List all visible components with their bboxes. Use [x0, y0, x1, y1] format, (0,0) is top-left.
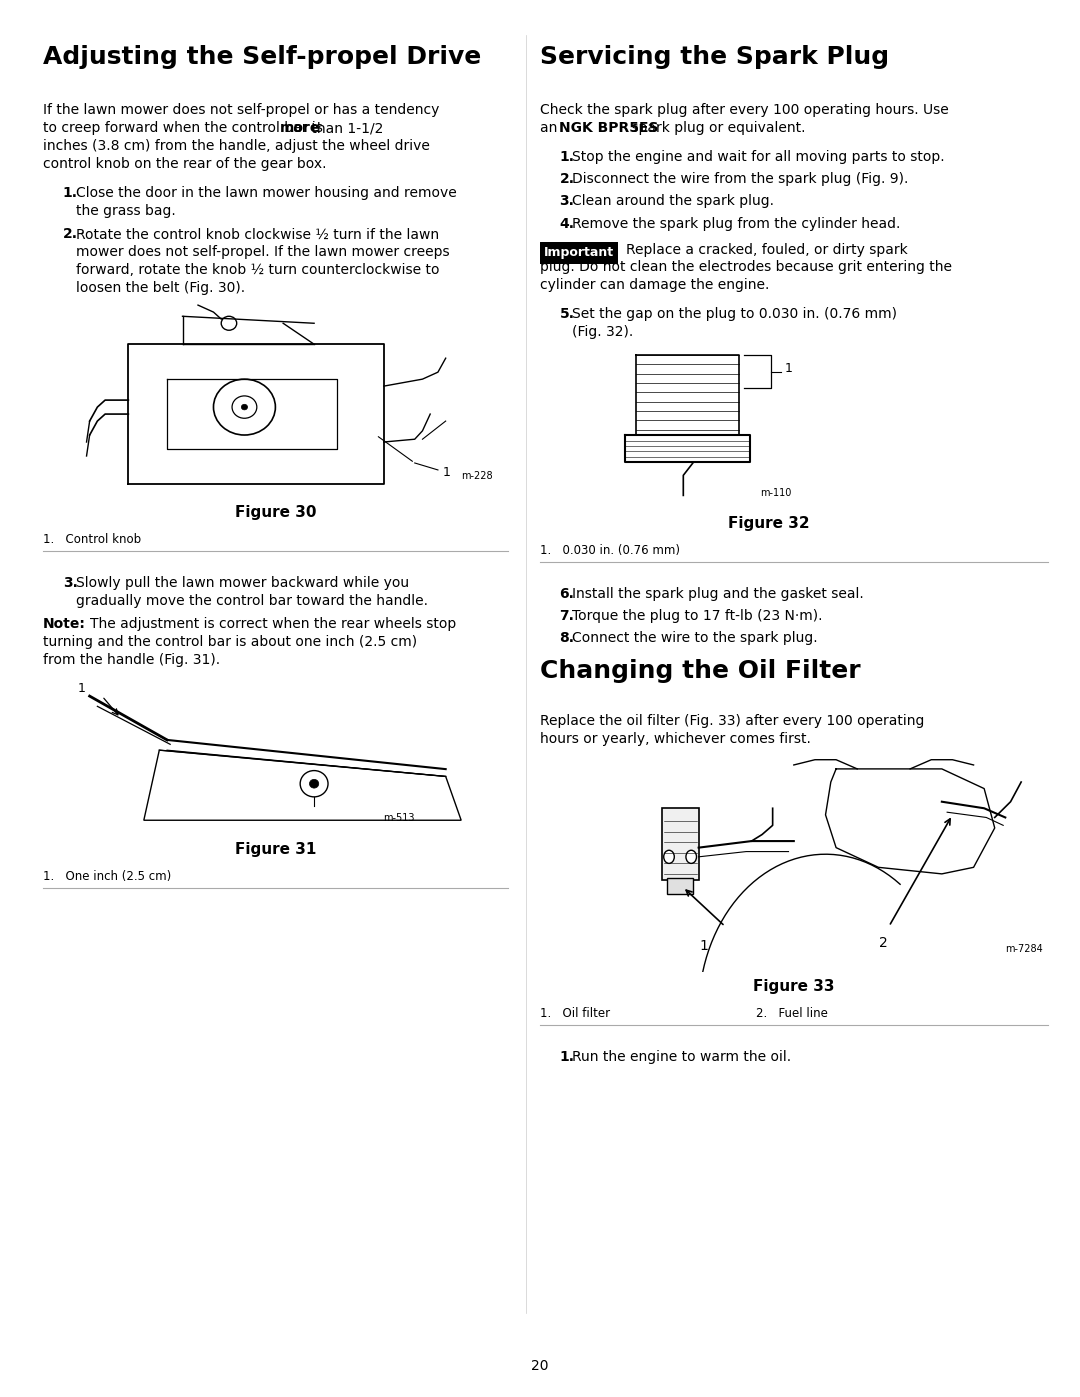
- Text: 1.   0.030 in. (0.76 mm): 1. 0.030 in. (0.76 mm): [540, 543, 680, 557]
- Text: The adjustment is correct when the rear wheels stop: The adjustment is correct when the rear …: [90, 617, 456, 631]
- Text: Set the gap on the plug to 0.030 in. (0.76 mm): Set the gap on the plug to 0.030 in. (0.…: [572, 307, 897, 321]
- Text: Figure 31: Figure 31: [234, 842, 316, 856]
- Text: Close the door in the lawn mower housing and remove: Close the door in the lawn mower housing…: [76, 186, 457, 200]
- Text: 20: 20: [531, 1359, 549, 1373]
- Text: mower does not self-propel. If the lawn mower creeps: mower does not self-propel. If the lawn …: [76, 246, 449, 260]
- Text: 8.: 8.: [559, 631, 575, 645]
- Text: Connect the wire to the spark plug.: Connect the wire to the spark plug.: [572, 631, 818, 645]
- Text: Servicing the Spark Plug: Servicing the Spark Plug: [540, 45, 889, 68]
- Text: Disconnect the wire from the spark plug (Fig. 9).: Disconnect the wire from the spark plug …: [572, 172, 908, 186]
- Text: m-228: m-228: [461, 471, 492, 481]
- Text: to creep forward when the control bar is: to creep forward when the control bar is: [43, 122, 327, 136]
- Text: more: more: [280, 122, 321, 136]
- Circle shape: [664, 851, 674, 863]
- Text: Figure 33: Figure 33: [753, 979, 835, 995]
- Text: plug. Do not clean the electrodes because grit entering the: plug. Do not clean the electrodes becaus…: [540, 260, 951, 274]
- Text: 2.   Fuel line: 2. Fuel line: [756, 1007, 828, 1020]
- Text: Adjusting the Self-propel Drive: Adjusting the Self-propel Drive: [43, 45, 482, 68]
- Circle shape: [686, 851, 697, 863]
- Text: 4.: 4.: [559, 217, 575, 231]
- Text: Replace the oil filter (Fig. 33) after every 100 operating: Replace the oil filter (Fig. 33) after e…: [540, 714, 924, 728]
- Text: Remove the spark plug from the cylinder head.: Remove the spark plug from the cylinder …: [572, 217, 901, 231]
- Text: 1.: 1.: [63, 186, 78, 200]
- Bar: [662, 809, 699, 880]
- Text: 2.: 2.: [559, 172, 575, 186]
- Text: Install the spark plug and the gasket seal.: Install the spark plug and the gasket se…: [572, 587, 864, 601]
- Text: 1: 1: [443, 467, 450, 479]
- Text: NGK BPR5ES: NGK BPR5ES: [559, 122, 659, 136]
- Text: Changing the Oil Filter: Changing the Oil Filter: [540, 658, 861, 683]
- Text: forward, rotate the knob ½ turn counterclockwise to: forward, rotate the knob ½ turn counterc…: [76, 263, 440, 277]
- Text: an: an: [540, 122, 562, 136]
- Text: 1: 1: [78, 682, 85, 696]
- Bar: [667, 877, 693, 894]
- Text: Replace a cracked, fouled, or dirty spark: Replace a cracked, fouled, or dirty spar…: [626, 243, 908, 257]
- Text: Torque the plug to 17 ft-lb (23 N·m).: Torque the plug to 17 ft-lb (23 N·m).: [572, 609, 823, 623]
- Text: than 1-1/2: than 1-1/2: [308, 122, 383, 136]
- Text: 1.   Oil filter: 1. Oil filter: [540, 1007, 610, 1020]
- Text: 1.: 1.: [559, 151, 575, 165]
- Text: 3.: 3.: [559, 194, 575, 208]
- Text: Figure 32: Figure 32: [728, 515, 809, 531]
- Circle shape: [221, 316, 237, 330]
- Text: hours or yearly, whichever comes first.: hours or yearly, whichever comes first.: [540, 732, 811, 746]
- Text: Rotate the control knob clockwise ½ turn if the lawn: Rotate the control knob clockwise ½ turn…: [76, 228, 438, 242]
- Text: If the lawn mower does not self-propel or has a tendency: If the lawn mower does not self-propel o…: [43, 103, 440, 117]
- Text: Figure 30: Figure 30: [234, 504, 316, 520]
- Circle shape: [241, 404, 247, 409]
- Text: Run the engine to warm the oil.: Run the engine to warm the oil.: [572, 1051, 792, 1065]
- Text: 1: 1: [785, 362, 793, 374]
- Circle shape: [300, 771, 328, 796]
- Text: 6.: 6.: [559, 587, 575, 601]
- Circle shape: [310, 780, 319, 788]
- Text: gradually move the control bar toward the handle.: gradually move the control bar toward th…: [76, 594, 428, 608]
- Text: 7.: 7.: [559, 609, 575, 623]
- Text: control knob on the rear of the gear box.: control knob on the rear of the gear box…: [43, 156, 326, 170]
- Text: inches (3.8 cm) from the handle, adjust the wheel drive: inches (3.8 cm) from the handle, adjust …: [43, 140, 430, 154]
- Text: 1: 1: [700, 939, 708, 953]
- Text: m-110: m-110: [760, 488, 792, 499]
- Text: Clean around the spark plug.: Clean around the spark plug.: [572, 194, 774, 208]
- Text: Note:: Note:: [43, 617, 86, 631]
- Text: 2.: 2.: [63, 228, 78, 242]
- Text: 3.: 3.: [63, 576, 78, 590]
- Text: m-513: m-513: [383, 813, 415, 823]
- Text: the grass bag.: the grass bag.: [76, 204, 175, 218]
- Text: from the handle (Fig. 31).: from the handle (Fig. 31).: [43, 652, 220, 666]
- Text: Slowly pull the lawn mower backward while you: Slowly pull the lawn mower backward whil…: [76, 576, 408, 590]
- Text: 1.: 1.: [559, 1051, 575, 1065]
- Text: 5.: 5.: [559, 307, 575, 321]
- Text: 2: 2: [879, 936, 888, 950]
- Text: loosen the belt (Fig. 30).: loosen the belt (Fig. 30).: [76, 281, 245, 295]
- Text: cylinder can damage the engine.: cylinder can damage the engine.: [540, 278, 769, 292]
- Text: 1.   Control knob: 1. Control knob: [43, 532, 141, 546]
- Text: Important: Important: [544, 246, 615, 260]
- Text: Stop the engine and wait for all moving parts to stop.: Stop the engine and wait for all moving …: [572, 151, 945, 165]
- Text: Check the spark plug after every 100 operating hours. Use: Check the spark plug after every 100 ope…: [540, 103, 948, 117]
- Text: m-7284: m-7284: [1005, 944, 1043, 954]
- Text: 1.   One inch (2.5 cm): 1. One inch (2.5 cm): [43, 870, 172, 883]
- Text: turning and the control bar is about one inch (2.5 cm): turning and the control bar is about one…: [43, 636, 417, 650]
- Text: (Fig. 32).: (Fig. 32).: [572, 324, 634, 338]
- Text: spark plug or equivalent.: spark plug or equivalent.: [627, 122, 806, 136]
